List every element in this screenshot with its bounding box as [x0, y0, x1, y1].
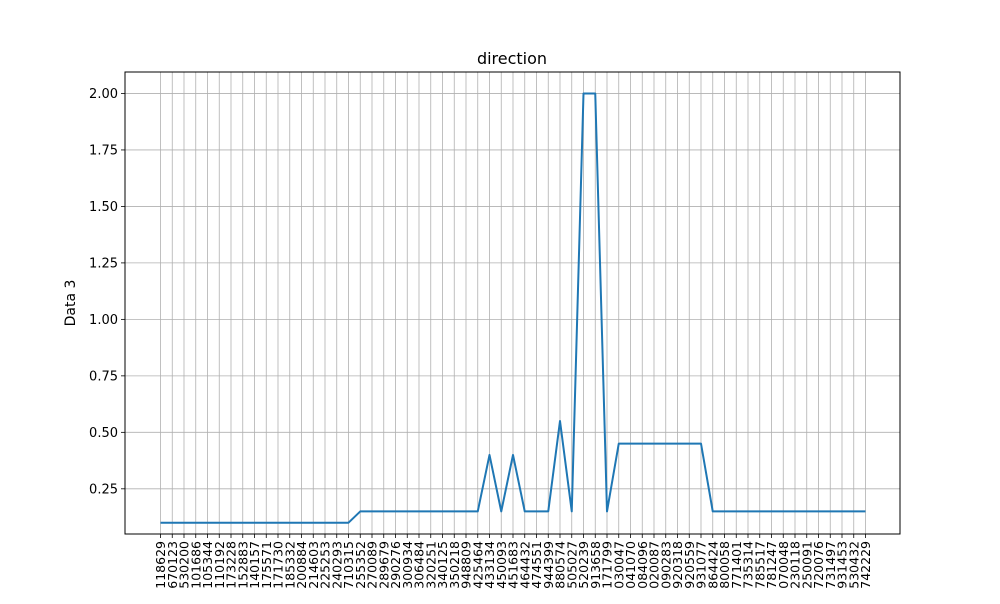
x-tick-label: 948809 — [459, 541, 474, 589]
x-tick-label: 240293 — [329, 541, 344, 589]
x-tick-label: 118629 — [153, 541, 168, 589]
x-tick-label: 290276 — [388, 541, 403, 589]
x-tick-label: 084096 — [635, 541, 650, 589]
x-tick-label: 070048 — [776, 541, 791, 589]
x-tick-label: 171799 — [600, 541, 615, 589]
x-tick-label: 864424 — [705, 541, 720, 589]
x-tick-label: 670123 — [165, 541, 180, 589]
x-tick-label: 200884 — [294, 541, 309, 589]
x-tick-label: 742229 — [858, 541, 873, 589]
x-tick-label: 720076 — [811, 541, 826, 589]
x-tick-label: 185332 — [282, 541, 297, 589]
x-tick-label: 785517 — [752, 541, 767, 589]
x-tick-label: 030047 — [611, 541, 626, 589]
x-tick-label: 731497 — [823, 541, 838, 589]
x-tick-label: 230118 — [788, 541, 803, 589]
x-tick-label: 781247 — [764, 541, 779, 589]
x-tick-label: 255352 — [353, 541, 368, 589]
x-tick-label: 171730 — [271, 541, 286, 589]
x-tick-label: 152883 — [235, 541, 250, 589]
x-tick-label: 710315 — [341, 541, 356, 589]
x-tick-label: 175571 — [259, 541, 274, 589]
x-tick-label: 913658 — [588, 541, 603, 589]
x-tick-label: 041070 — [623, 541, 638, 589]
x-tick-label: 289679 — [376, 541, 391, 589]
x-tick-label: 105344 — [200, 541, 215, 589]
y-tick-label: 1.25 — [89, 256, 118, 271]
series-polyline — [160, 92, 866, 524]
x-tick-label: 880574 — [553, 541, 568, 589]
x-tick-label: 920318 — [670, 541, 685, 589]
x-tick-label: 270089 — [365, 541, 380, 589]
x-tick-label: 340125 — [435, 541, 450, 589]
x-tick-label: 450093 — [494, 541, 509, 589]
x-tick-label: 250091 — [799, 541, 814, 589]
x-tick-label: 110192 — [212, 541, 227, 589]
y-tick-label: 0.25 — [89, 482, 118, 497]
x-tick-label: 214603 — [306, 541, 321, 589]
series-line — [160, 92, 866, 524]
x-tick-label: 474551 — [529, 541, 544, 589]
x-tick-label: 433134 — [482, 541, 497, 589]
y-tick-label: 1.00 — [89, 313, 118, 328]
y-tick-label: 1.75 — [89, 143, 118, 158]
x-tick-label: 771401 — [729, 541, 744, 589]
x-tick-label: 140157 — [247, 541, 262, 589]
x-tick-label: 931077 — [694, 541, 709, 589]
x-tick-label: 101686 — [188, 541, 203, 589]
x-tick-label: 800058 — [717, 541, 732, 589]
x-tick-label: 350218 — [447, 541, 462, 589]
y-axis-label: Data 3 — [63, 280, 79, 327]
y-axis-ticks: 0.25 0.50 0.75 1.00 1.25 1.50 1.75 2.00 — [89, 87, 125, 497]
grid-lines — [125, 72, 900, 534]
x-tick-label: 735314 — [741, 541, 756, 589]
chart-title: direction — [477, 49, 547, 68]
x-tick-label: 090283 — [658, 541, 673, 589]
x-tick-label: 300934 — [400, 541, 415, 589]
x-tick-label: 425464 — [470, 541, 485, 589]
x-tick-label: 530200 — [177, 541, 192, 589]
x-tick-label: 451683 — [506, 541, 521, 589]
x-tick-label: 320251 — [423, 541, 438, 589]
y-tick-label: 1.50 — [89, 200, 118, 215]
x-tick-label: 520239 — [576, 541, 591, 589]
x-tick-label: 306484 — [412, 541, 427, 589]
x-axis-ticks: 1186296701235302001016861053441101921732… — [153, 534, 873, 589]
plot-frame — [124, 71, 901, 535]
x-tick-label: 505027 — [564, 541, 579, 589]
y-tick-label: 0.75 — [89, 369, 118, 384]
x-tick-label: 931453 — [835, 541, 850, 589]
x-tick-label: 530432 — [846, 541, 861, 589]
y-tick-label: 2.00 — [89, 87, 118, 102]
x-tick-label: 920559 — [682, 541, 697, 589]
x-tick-label: 225253 — [318, 541, 333, 589]
x-tick-label: 020087 — [647, 541, 662, 589]
x-tick-label: 464432 — [517, 541, 532, 589]
x-tick-label: 944399 — [541, 541, 556, 589]
y-tick-label: 0.50 — [89, 426, 118, 441]
x-tick-label: 173228 — [224, 541, 239, 589]
